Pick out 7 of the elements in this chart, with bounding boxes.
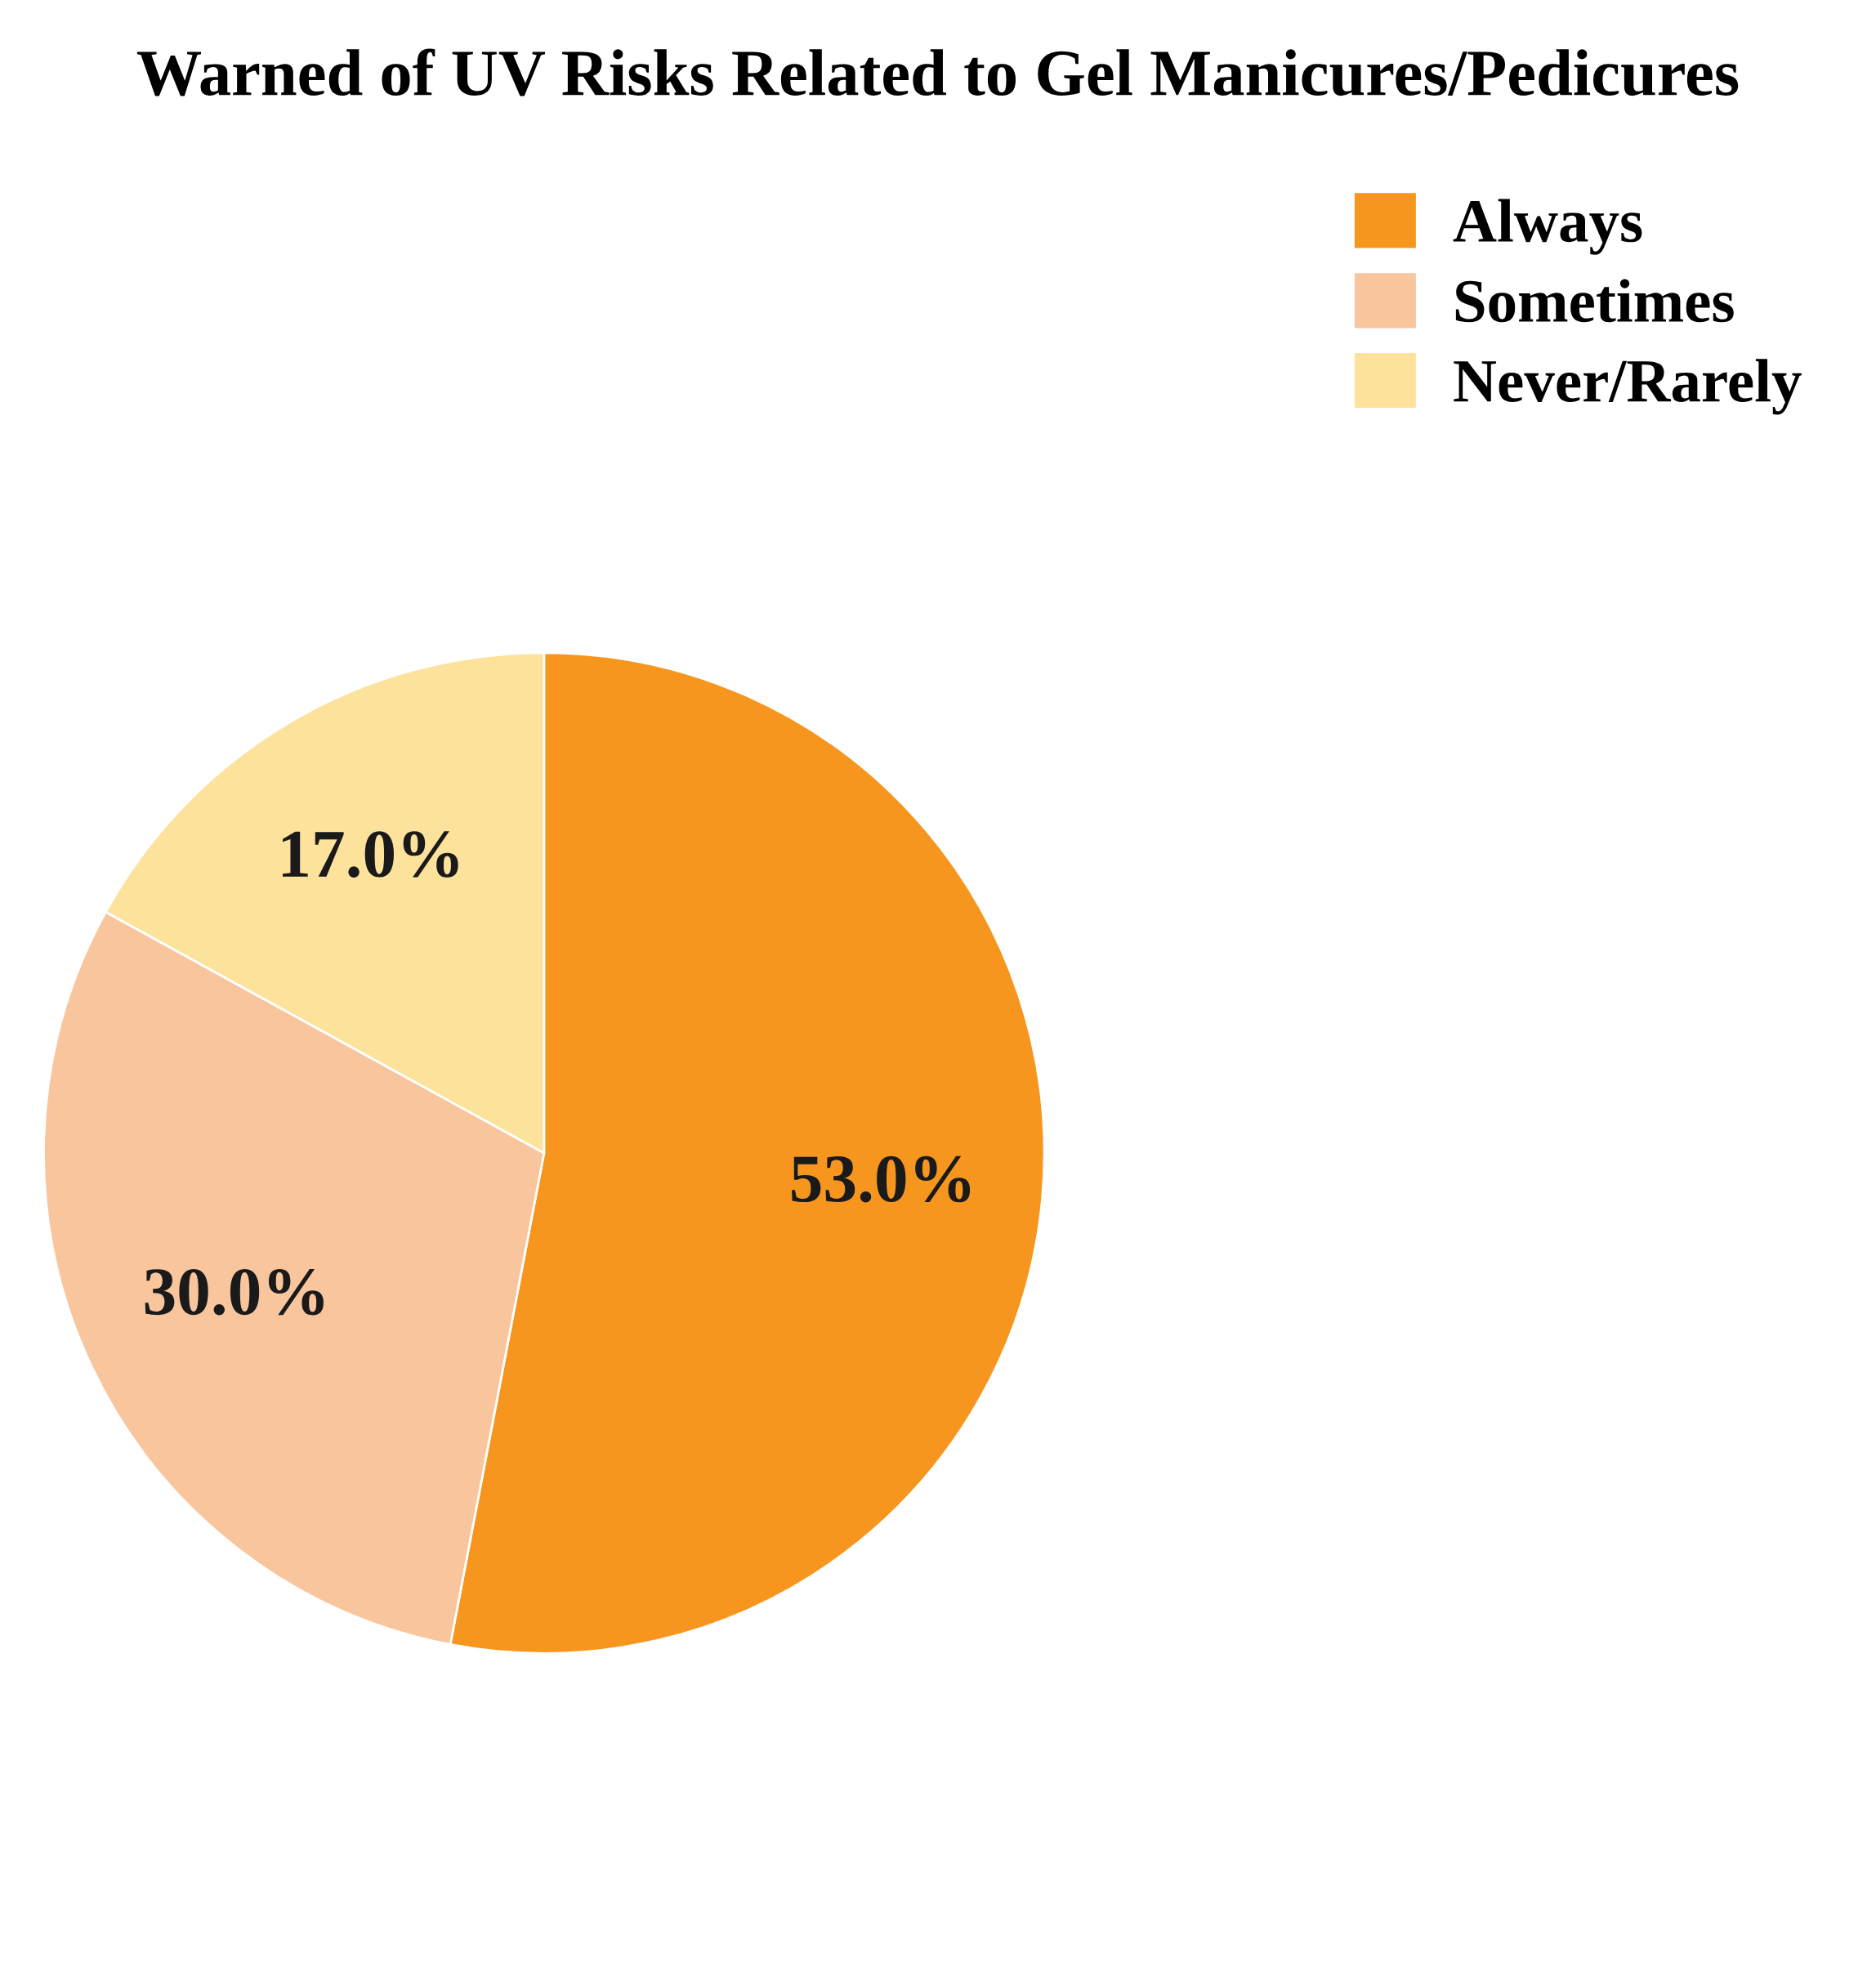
data-label: 53.0% [792, 1155, 971, 1203]
legend-label: Never/Rarely [1454, 359, 1802, 415]
data-label: 30.0% [145, 1268, 324, 1316]
data-label: 17.0% [283, 831, 458, 878]
legend-label: Sometimes [1455, 279, 1734, 323]
legend-label: Always [1453, 199, 1642, 255]
chart-title: Warned of UV Risks Related to Gel Manicures/Pedicures [136, 48, 1739, 96]
